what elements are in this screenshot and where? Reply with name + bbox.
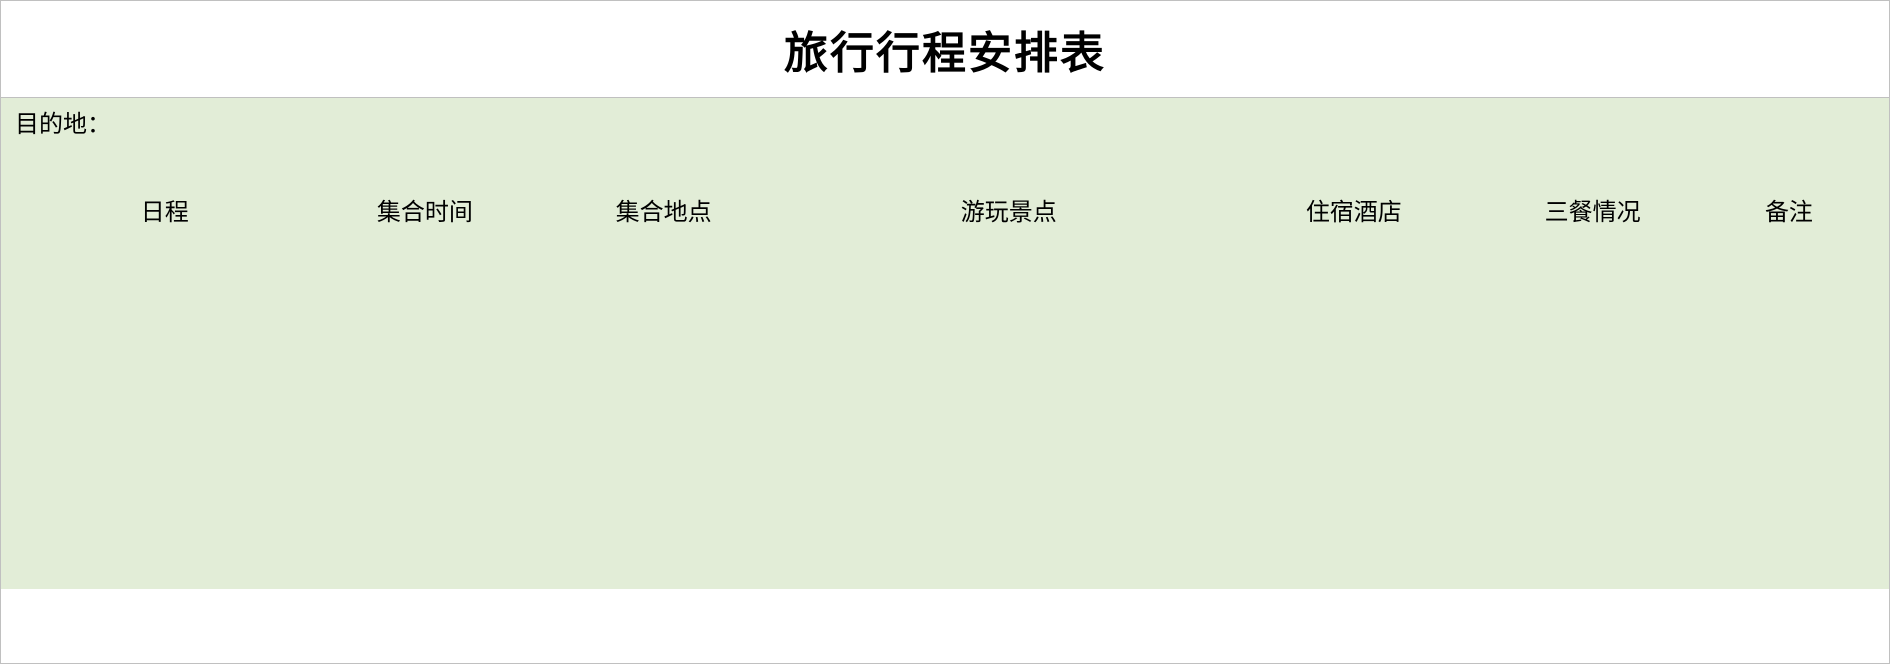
- cell-notes[interactable]: [1704, 526, 1874, 584]
- cell-notes[interactable]: [1704, 274, 1874, 332]
- cell-meeting-place[interactable]: [536, 400, 791, 458]
- cell-attractions[interactable]: [796, 526, 1221, 584]
- cell-meals[interactable]: [1486, 400, 1699, 458]
- cell-notes[interactable]: [1704, 463, 1874, 521]
- cell-meals[interactable]: [1486, 526, 1699, 584]
- col-header-schedule: 日程: [16, 149, 314, 269]
- cell-meeting-place[interactable]: [536, 337, 791, 395]
- cell-hotel[interactable]: [1226, 337, 1481, 395]
- cell-meeting-place[interactable]: [536, 463, 791, 521]
- table-row: [16, 463, 1874, 521]
- cell-meeting-time[interactable]: [319, 526, 532, 584]
- destination-row: 目的地：: [1, 98, 1889, 144]
- table-row: [16, 337, 1874, 395]
- cell-hotel[interactable]: [1226, 274, 1481, 332]
- table-row: [16, 400, 1874, 458]
- itinerary-table: 日程 集合时间 集合地点 游玩景点 住宿酒店 三餐情况 备注: [11, 144, 1879, 589]
- table-row: [16, 274, 1874, 332]
- table-header-row: 日程 集合时间 集合地点 游玩景点 住宿酒店 三餐情况 备注: [16, 149, 1874, 269]
- cell-notes[interactable]: [1704, 337, 1874, 395]
- cell-meals[interactable]: [1486, 274, 1699, 332]
- itinerary-form: 旅行行程安排表 目的地： 日程 集合时间 集合地点 游玩景点 住宿酒店 三餐情况…: [0, 0, 1890, 664]
- cell-schedule[interactable]: [16, 337, 314, 395]
- col-header-meeting-place: 集合地点: [536, 149, 791, 269]
- col-header-meals: 三餐情况: [1486, 149, 1699, 269]
- cell-meeting-time[interactable]: [319, 337, 532, 395]
- cell-notes[interactable]: [1704, 400, 1874, 458]
- cell-attractions[interactable]: [796, 337, 1221, 395]
- col-header-attractions: 游玩景点: [796, 149, 1221, 269]
- table-row: [16, 526, 1874, 584]
- cell-meeting-place[interactable]: [536, 526, 791, 584]
- col-header-meeting-time: 集合时间: [319, 149, 532, 269]
- cell-meals[interactable]: [1486, 463, 1699, 521]
- cell-schedule[interactable]: [16, 526, 314, 584]
- cell-hotel[interactable]: [1226, 400, 1481, 458]
- cell-meeting-place[interactable]: [536, 274, 791, 332]
- col-header-notes: 备注: [1704, 149, 1874, 269]
- col-header-hotel: 住宿酒店: [1226, 149, 1481, 269]
- cell-meeting-time[interactable]: [319, 463, 532, 521]
- cell-hotel[interactable]: [1226, 526, 1481, 584]
- cell-schedule[interactable]: [16, 274, 314, 332]
- cell-meeting-time[interactable]: [319, 400, 532, 458]
- cell-attractions[interactable]: [796, 274, 1221, 332]
- cell-schedule[interactable]: [16, 463, 314, 521]
- cell-attractions[interactable]: [796, 463, 1221, 521]
- table-body: [16, 274, 1874, 584]
- cell-schedule[interactable]: [16, 400, 314, 458]
- cell-meals[interactable]: [1486, 337, 1699, 395]
- table-wrapper: 日程 集合时间 集合地点 游玩景点 住宿酒店 三餐情况 备注: [1, 144, 1889, 589]
- cell-attractions[interactable]: [796, 400, 1221, 458]
- cell-meeting-time[interactable]: [319, 274, 532, 332]
- destination-label: 目的地：: [15, 104, 111, 139]
- title-section: 旅行行程安排表: [1, 1, 1889, 98]
- page-title: 旅行行程安排表: [784, 17, 1106, 81]
- cell-hotel[interactable]: [1226, 463, 1481, 521]
